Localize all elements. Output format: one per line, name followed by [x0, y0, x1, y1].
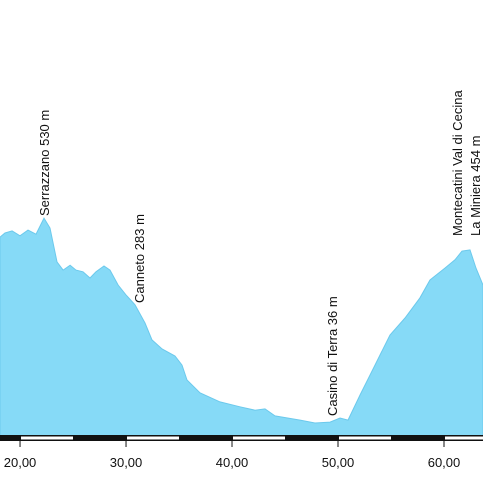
place-label: Canneto 283 m — [132, 214, 147, 303]
place-label: Montecatini Val di Cecina — [450, 90, 465, 236]
distance-bar — [0, 435, 483, 441]
place-label: La Miniera 454 m — [468, 136, 483, 236]
x-tick-label: 20,00 — [4, 455, 37, 470]
x-tick-label: 40,00 — [216, 455, 249, 470]
place-label: Casino di Terra 36 m — [325, 296, 340, 416]
place-label: Serrazzano 530 m — [37, 110, 52, 216]
plot-area — [0, 217, 483, 438]
x-tick-label: 50,00 — [322, 455, 355, 470]
bar-segment — [339, 436, 391, 440]
bar-segment — [21, 436, 73, 440]
x-tick-label: 60,00 — [428, 455, 461, 470]
x-tick-label: 30,00 — [110, 455, 143, 470]
elevation-area — [0, 217, 483, 438]
bar-segment — [445, 436, 483, 440]
bar-segment — [233, 436, 285, 440]
bar-segment — [127, 436, 179, 440]
